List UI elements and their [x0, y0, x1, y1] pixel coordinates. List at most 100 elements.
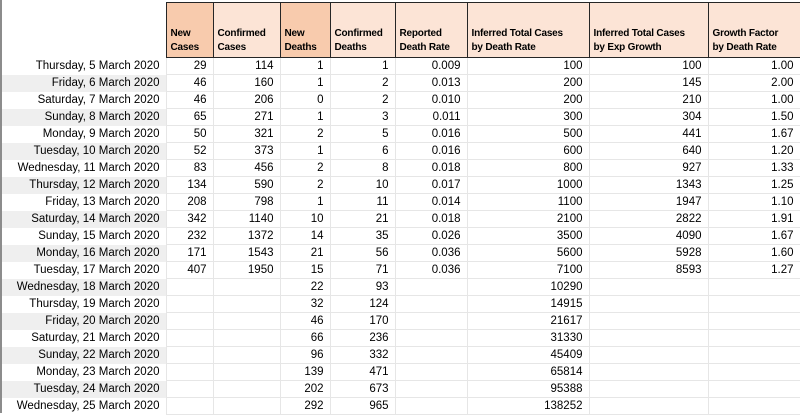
column-header-growth-factor[interactable]: Growth Factor by Death Rate — [707, 2, 800, 58]
cell-date[interactable]: Saturday, 14 March 2020 — [2, 210, 166, 228]
cell-growth-factor[interactable]: 1.67 — [707, 227, 800, 245]
cell-growth-factor[interactable] — [707, 312, 800, 330]
cell-confirmed-cases[interactable]: 590 — [212, 176, 281, 194]
cell-new-deaths[interactable]: 21 — [279, 244, 331, 262]
cell-reported-death-rate[interactable] — [394, 312, 468, 330]
cell-reported-death-rate[interactable]: 0.036 — [394, 244, 468, 262]
cell-reported-death-rate[interactable]: 0.009 — [394, 57, 468, 75]
cell-confirmed-cases[interactable] — [212, 329, 281, 347]
cell-date[interactable]: Saturday, 7 March 2020 — [37, 93, 160, 106]
cell-confirmed-cases[interactable]: 1950 — [212, 261, 281, 279]
cell-inferred-by-death-rate[interactable]: 14915 — [466, 295, 590, 313]
cell-confirmed-deaths[interactable]: 236 — [329, 329, 396, 347]
cell-growth-factor[interactable]: 1.33 — [707, 159, 800, 177]
cell-reported-death-rate[interactable]: 0.010 — [394, 91, 468, 109]
cell-growth-factor[interactable]: 2.00 — [707, 74, 800, 92]
cell-new-cases[interactable]: 46 — [165, 74, 214, 92]
cell-reported-death-rate[interactable]: 0.016 — [394, 142, 468, 160]
cell-reported-death-rate[interactable] — [394, 329, 468, 347]
cell-inferred-by-exp-growth[interactable]: 4090 — [588, 227, 709, 245]
cell-inferred-by-exp-growth[interactable] — [588, 380, 709, 398]
cell-reported-death-rate[interactable]: 0.017 — [394, 176, 468, 194]
cell-new-cases[interactable] — [165, 346, 214, 364]
cell-confirmed-cases[interactable]: 160 — [212, 74, 281, 92]
cell-new-cases[interactable]: 83 — [165, 159, 214, 177]
cell-growth-factor[interactable]: 1.25 — [707, 176, 800, 194]
cell-new-deaths[interactable]: 66 — [279, 329, 331, 347]
cell-inferred-by-exp-growth[interactable] — [588, 397, 709, 415]
cell-reported-death-rate[interactable] — [394, 278, 468, 296]
cell-date[interactable]: Monday, 9 March 2020 — [42, 127, 160, 140]
cell-growth-factor[interactable] — [707, 329, 800, 347]
cell-inferred-by-death-rate[interactable]: 31330 — [466, 329, 590, 347]
cell-inferred-by-exp-growth[interactable]: 2822 — [588, 210, 709, 228]
cell-new-deaths[interactable]: 1 — [279, 108, 331, 126]
column-header-new-deaths[interactable]: New Deaths — [279, 2, 331, 58]
cell-new-deaths[interactable]: 1 — [279, 193, 331, 211]
cell-confirmed-deaths[interactable]: 3 — [329, 108, 396, 126]
cell-confirmed-cases[interactable] — [212, 346, 281, 364]
cell-new-cases[interactable]: 29 — [165, 57, 214, 75]
cell-growth-factor[interactable]: 1.10 — [707, 193, 800, 211]
cell-reported-death-rate[interactable]: 0.036 — [394, 261, 468, 279]
cell-confirmed-cases[interactable]: 1543 — [212, 244, 281, 262]
cell-inferred-by-death-rate[interactable]: 200 — [466, 74, 590, 92]
cell-new-deaths[interactable]: 22 — [279, 278, 331, 296]
cell-confirmed-deaths[interactable]: 71 — [329, 261, 396, 279]
cell-new-cases[interactable] — [165, 380, 214, 398]
cell-inferred-by-death-rate[interactable]: 600 — [466, 142, 590, 160]
cell-confirmed-deaths[interactable]: 11 — [329, 193, 396, 211]
cell-reported-death-rate[interactable]: 0.011 — [394, 108, 468, 126]
cell-new-deaths[interactable]: 15 — [279, 261, 331, 279]
cell-reported-death-rate[interactable] — [394, 346, 468, 364]
cell-date[interactable]: Wednesday, 25 March 2020 — [16, 399, 160, 412]
cell-confirmed-cases[interactable]: 1140 — [212, 210, 281, 228]
column-header-reported-death-rate[interactable]: Reported Death Rate — [394, 2, 468, 58]
cell-new-deaths[interactable]: 2 — [279, 176, 331, 194]
cell-new-cases[interactable] — [165, 397, 214, 415]
cell-new-cases[interactable] — [165, 295, 214, 313]
cell-growth-factor[interactable] — [707, 363, 800, 381]
cell-growth-factor[interactable]: 1.00 — [707, 57, 800, 75]
cell-reported-death-rate[interactable]: 0.013 — [394, 74, 468, 92]
cell-inferred-by-exp-growth[interactable] — [588, 295, 709, 313]
cell-date[interactable]: Thursday, 5 March 2020 — [35, 59, 160, 72]
cell-inferred-by-exp-growth[interactable]: 927 — [588, 159, 709, 177]
cell-growth-factor[interactable]: 1.00 — [707, 91, 800, 109]
cell-inferred-by-death-rate[interactable]: 200 — [466, 91, 590, 109]
cell-date[interactable]: Wednesday, 18 March 2020 — [2, 278, 166, 296]
cell-inferred-by-death-rate[interactable]: 138252 — [466, 397, 590, 415]
cell-confirmed-cases[interactable] — [212, 312, 281, 330]
cell-confirmed-cases[interactable] — [212, 278, 281, 296]
cell-inferred-by-exp-growth[interactable]: 1947 — [588, 193, 709, 211]
cell-new-deaths[interactable]: 1 — [279, 142, 331, 160]
cell-confirmed-deaths[interactable]: 8 — [329, 159, 396, 177]
cell-inferred-by-exp-growth[interactable]: 8593 — [588, 261, 709, 279]
cell-date[interactable]: Sunday, 22 March 2020 — [2, 346, 166, 364]
cell-inferred-by-death-rate[interactable]: 2100 — [466, 210, 590, 228]
cell-new-deaths[interactable]: 46 — [279, 312, 331, 330]
cell-date[interactable]: Friday, 13 March 2020 — [45, 195, 160, 208]
cell-new-deaths[interactable]: 1 — [279, 74, 331, 92]
column-header-inferred-by-death-rate[interactable]: Inferred Total Cases by Death Rate — [466, 2, 590, 58]
cell-inferred-by-exp-growth[interactable]: 441 — [588, 125, 709, 143]
cell-new-cases[interactable]: 342 — [165, 210, 214, 228]
cell-confirmed-deaths[interactable]: 10 — [329, 176, 396, 194]
cell-growth-factor[interactable] — [707, 397, 800, 415]
column-header-new-cases[interactable]: New Cases — [165, 2, 214, 58]
cell-inferred-by-death-rate[interactable]: 1000 — [466, 176, 590, 194]
cell-new-deaths[interactable]: 2 — [279, 159, 331, 177]
column-header-inferred-by-exp-growth[interactable]: Inferred Total Cases by Exp Growth — [588, 2, 709, 58]
cell-confirmed-deaths[interactable]: 6 — [329, 142, 396, 160]
cell-inferred-by-death-rate[interactable]: 100 — [466, 57, 590, 75]
cell-new-cases[interactable]: 232 — [165, 227, 214, 245]
cell-growth-factor[interactable] — [707, 380, 800, 398]
cell-date[interactable]: Tuesday, 10 March 2020 — [2, 142, 166, 160]
cell-inferred-by-exp-growth[interactable]: 5928 — [588, 244, 709, 262]
cell-date[interactable]: Thursday, 19 March 2020 — [29, 297, 160, 310]
cell-date[interactable]: Monday, 16 March 2020 — [2, 244, 166, 262]
cell-inferred-by-exp-growth[interactable]: 304 — [588, 108, 709, 126]
cell-inferred-by-death-rate[interactable]: 7100 — [466, 261, 590, 279]
cell-growth-factor[interactable]: 1.27 — [707, 261, 800, 279]
cell-reported-death-rate[interactable]: 0.018 — [394, 159, 468, 177]
